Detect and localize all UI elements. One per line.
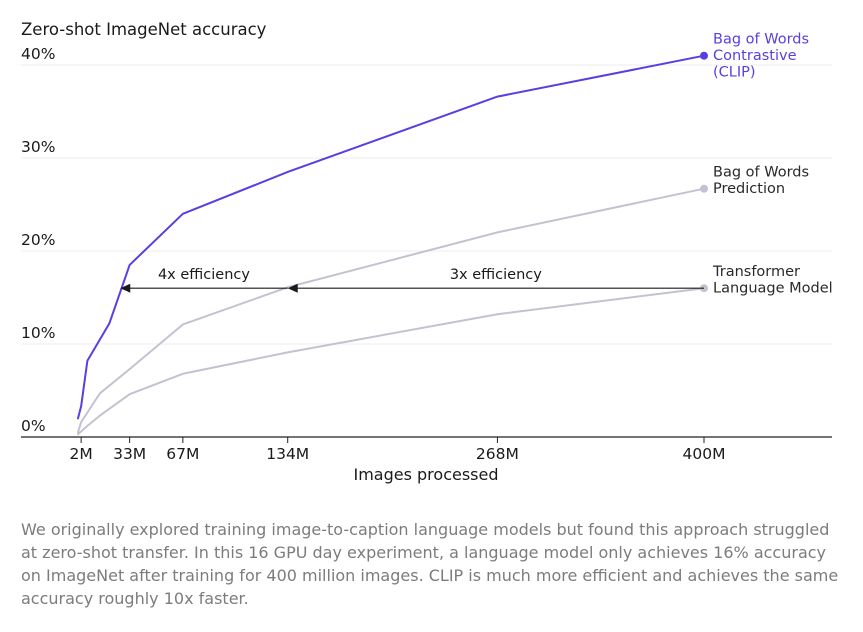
y-tick-label: 10%	[21, 324, 55, 342]
x-tick-label: 33M	[113, 445, 146, 463]
x-tick-label: 268M	[476, 445, 519, 463]
y-tick-label: 0%	[21, 417, 46, 435]
series-line-1	[77, 187, 705, 434]
series-line-0	[77, 54, 705, 420]
efficiency-annotations: 4x efficiency 3x efficiency	[120, 267, 704, 293]
x-axis-label: Images processed	[353, 465, 498, 484]
accuracy-line-chart: 0% 10% 20% 30% 40% 2M 33M 67M 134M 268M 400M 4x e…	[21, 20, 833, 484]
series-lines	[77, 51, 708, 436]
series-endpoint-1	[700, 184, 708, 193]
grid-lines	[21, 64, 832, 345]
series-labels: Bag of Words Contrastive (CLIP) Bag of Word…	[712, 32, 833, 297]
x-axis-ticks: 2M 33M 67M 134M 268M 400M	[70, 437, 726, 463]
x-tick-label: 2M	[70, 445, 93, 463]
y-tick-label: 40%	[21, 45, 55, 63]
y-tick-label: 20%	[21, 231, 55, 249]
x-tick-label: 67M	[166, 445, 199, 463]
annotation-label-1: 3x efficiency	[450, 267, 542, 283]
series-endpoint-0	[700, 51, 708, 60]
annotation-arrowhead-1	[287, 283, 298, 293]
series-label-1: Bag of Words Prediction	[713, 164, 809, 197]
annotation-arrowhead-0	[120, 283, 131, 293]
series-label-2: Transformer Language Model	[712, 264, 833, 297]
series-line-2	[77, 287, 705, 436]
series-label-0: Bag of Words Contrastive (CLIP)	[713, 32, 809, 81]
chart-title: Zero-shot ImageNet accuracy	[21, 20, 267, 39]
annotation-label-0: 4x efficiency	[158, 267, 250, 283]
y-axis-ticks: 0% 10% 20% 30% 40%	[21, 45, 55, 435]
y-tick-label: 30%	[21, 138, 55, 156]
chart-caption: We originally explored training image-to…	[21, 520, 839, 608]
x-tick-label: 134M	[266, 445, 309, 463]
x-tick-label: 400M	[683, 445, 726, 463]
